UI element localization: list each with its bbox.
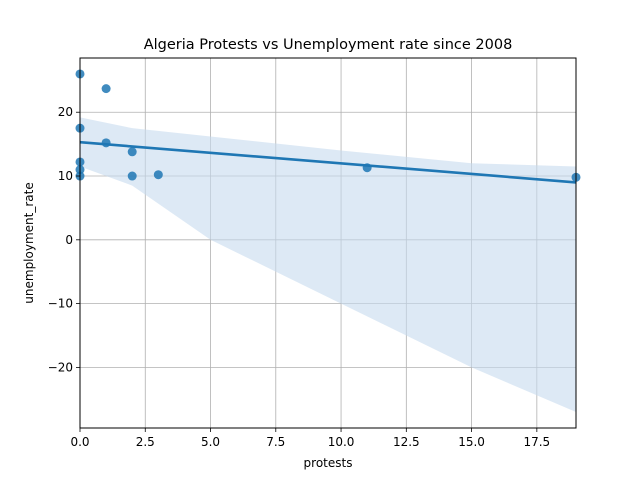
x-tick-label: 12.5 <box>393 435 420 449</box>
axes-frame <box>79 57 577 429</box>
y-tick-label: 20 <box>58 105 73 119</box>
y-tick-label: −10 <box>48 297 73 311</box>
confidence-band <box>80 117 576 413</box>
x-tick-label: 2.5 <box>136 435 155 449</box>
data-point <box>101 84 111 94</box>
plot-area <box>75 58 581 428</box>
x-tick-label: 0.0 <box>70 435 89 449</box>
chart-title: Algeria Protests vs Unemployment rate si… <box>144 37 513 53</box>
y-tick-label: 10 <box>58 169 73 183</box>
x-tick-label: 5.0 <box>201 435 220 449</box>
y-tick-label: 0 <box>65 233 73 247</box>
x-axis-label: protests <box>304 456 353 470</box>
data-point <box>127 147 137 157</box>
data-point <box>153 170 163 180</box>
x-tick-label: 15.0 <box>458 435 485 449</box>
regression-line <box>79 140 577 184</box>
data-point <box>127 171 137 181</box>
x-tick-label: 17.5 <box>523 435 550 449</box>
y-axis-label: unemployment_rate <box>22 182 36 303</box>
x-tick-label: 7.5 <box>266 435 285 449</box>
x-tick-label: 10.0 <box>328 435 355 449</box>
y-tick-label: −20 <box>48 360 73 374</box>
